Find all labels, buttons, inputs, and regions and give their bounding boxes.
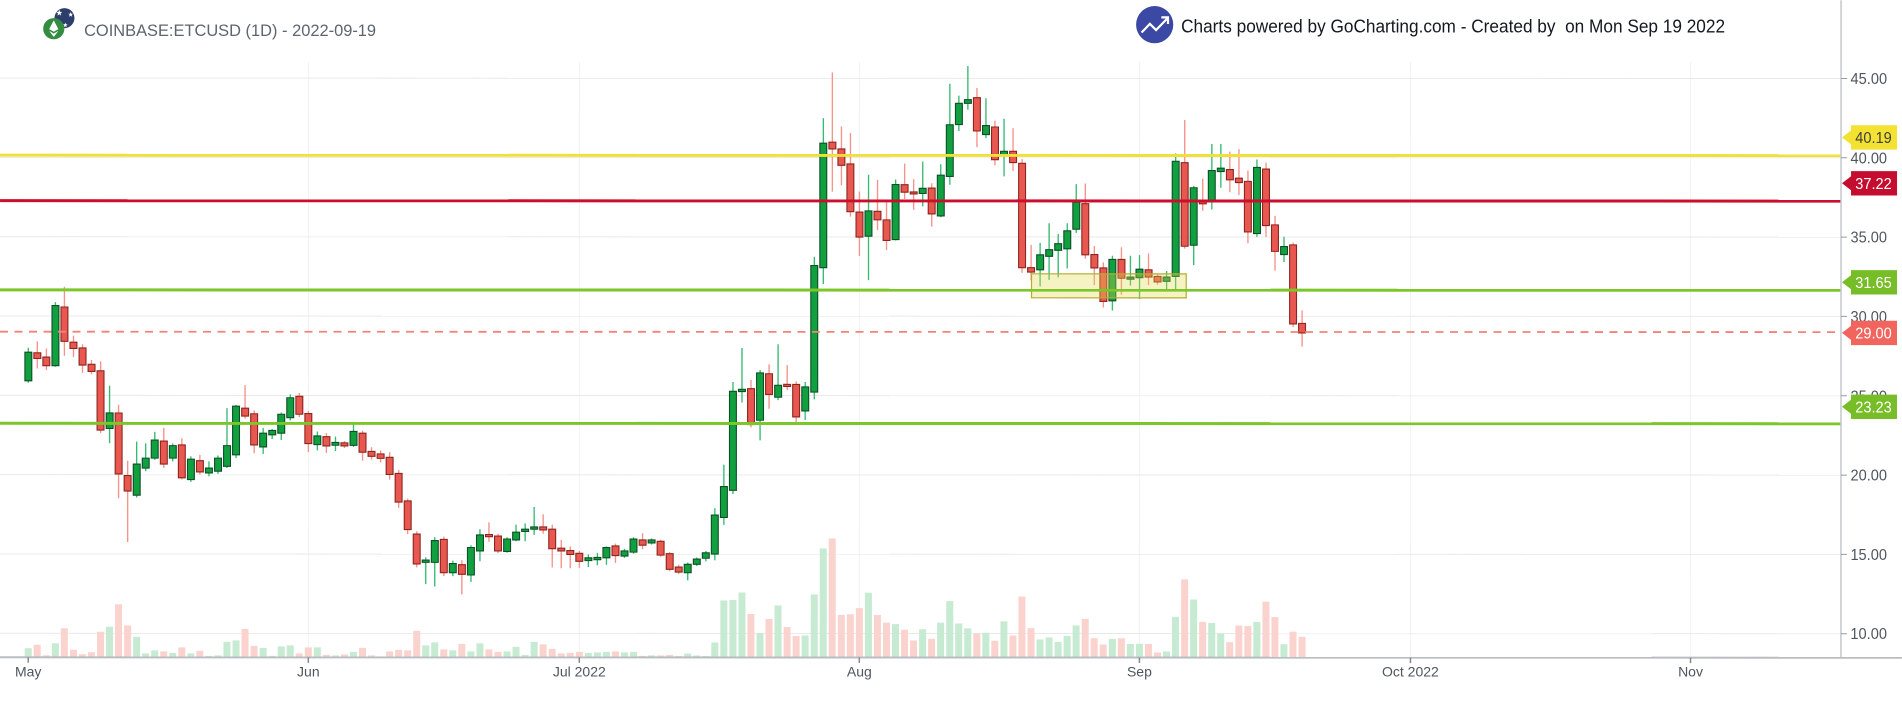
svg-text:20.00: 20.00 <box>1850 468 1887 485</box>
svg-text:35.00: 35.00 <box>1851 230 1888 247</box>
svg-text:May: May <box>15 663 41 679</box>
svg-text:COINBASE:ETCUSD (1D) - 2022-09: COINBASE:ETCUSD (1D) - 2022-09-19 <box>84 22 376 40</box>
svg-text:40.19: 40.19 <box>1855 130 1892 147</box>
svg-text:Jun: Jun <box>297 663 320 679</box>
svg-text:Sep: Sep <box>1127 664 1152 680</box>
svg-text:37.22: 37.22 <box>1855 176 1892 193</box>
svg-text:Oct 2022: Oct 2022 <box>1382 664 1439 680</box>
svg-text:40.00: 40.00 <box>1851 150 1888 167</box>
svg-text:45.00: 45.00 <box>1851 71 1888 88</box>
svg-text:31.65: 31.65 <box>1855 275 1892 292</box>
svg-text:Aug: Aug <box>847 663 872 679</box>
svg-text:15.00: 15.00 <box>1850 547 1887 564</box>
svg-text:29.00: 29.00 <box>1855 325 1892 342</box>
svg-text:Nov: Nov <box>1678 664 1703 680</box>
svg-text:23.23: 23.23 <box>1855 399 1892 416</box>
svg-text:Charts powered by GoCharting.c: Charts powered by GoCharting.com - Creat… <box>1181 16 1725 37</box>
svg-text:10.00: 10.00 <box>1850 626 1887 643</box>
svg-text:Jul 2022: Jul 2022 <box>553 663 606 679</box>
